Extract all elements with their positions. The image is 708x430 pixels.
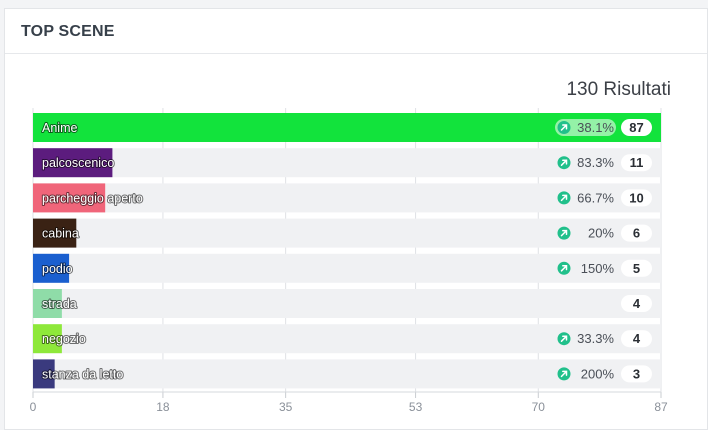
bar-row[interactable]: cabina 6 20%	[33, 218, 661, 248]
bar-track	[33, 218, 661, 248]
count-badge	[621, 330, 652, 348]
change-percent: 66.7%	[577, 190, 614, 205]
count-badge	[621, 189, 652, 207]
bar-row[interactable]: negozio 4 33.3%	[33, 324, 661, 354]
bar-track	[33, 148, 661, 178]
bar-row[interactable]: parcheggio aperto 10 66.7%	[33, 183, 661, 213]
bar-value-label: 4	[633, 331, 641, 346]
change-percent: 200%	[581, 366, 615, 381]
results-count: 130 Risultati	[566, 79, 671, 100]
x-tick-label: 18	[156, 400, 170, 414]
change-percent: 20%	[588, 226, 614, 241]
x-tick-label: 87	[654, 400, 668, 414]
bar[interactable]	[33, 253, 70, 283]
trend-arrow	[560, 194, 568, 202]
bar-value-label: 5	[633, 261, 640, 276]
bar-value-label: 4	[633, 296, 641, 311]
bar-category-label: palcoscenico	[42, 156, 114, 170]
bar-track	[33, 253, 661, 283]
bar-category-label: cabina	[42, 227, 79, 241]
bar-category-label: parcheggio aperto	[42, 191, 143, 205]
count-badge	[621, 259, 652, 277]
bar-track	[33, 289, 661, 318]
count-badge	[621, 365, 652, 383]
bar-value-label: 10	[629, 190, 643, 205]
trend-arrow	[560, 124, 568, 131]
bar-value-label: 3	[633, 366, 640, 381]
x-tick-label: 53	[409, 400, 423, 414]
bar-category-label: negozio	[42, 332, 86, 346]
card-header: TOP SCENE	[5, 9, 707, 54]
bar[interactable]	[33, 183, 106, 213]
bar-row[interactable]: strada 4	[33, 289, 661, 318]
bar-row[interactable]: palcoscenico 11 83.3%	[33, 148, 661, 178]
bar-category-label: podio	[42, 262, 73, 276]
trend-arrow	[560, 265, 568, 272]
bar[interactable]	[33, 359, 55, 389]
trend-arrow	[560, 159, 568, 166]
trend-arrow	[560, 370, 568, 378]
bar-track	[33, 183, 661, 213]
trend-arrow	[560, 335, 568, 342]
count-badge	[621, 119, 652, 136]
bar[interactable]	[33, 289, 62, 318]
bar-row[interactable]: Anime 87 38.1%	[33, 113, 661, 142]
bar-category-label: strada	[42, 297, 77, 311]
bar-row[interactable]: stanza da letto 3 200%	[33, 359, 661, 389]
trend-arrow	[560, 229, 568, 237]
count-badge	[621, 154, 652, 172]
bar-row[interactable]: podio 5 150%	[33, 253, 661, 283]
x-tick-label: 35	[279, 400, 293, 414]
bar-track	[33, 359, 661, 389]
change-percent: 38.1%	[577, 120, 614, 135]
bar-value-label: 11	[630, 155, 644, 170]
bar-track	[33, 324, 661, 354]
bar-category-label: stanza da letto	[42, 367, 123, 381]
change-percent: 83.3%	[577, 155, 614, 170]
bar[interactable]	[33, 148, 113, 178]
count-badge	[621, 224, 652, 242]
bar[interactable]	[33, 218, 77, 248]
change-percent: 150%	[581, 261, 615, 276]
change-percent: 33.3%	[577, 331, 614, 346]
bar-value-label: 87	[629, 120, 643, 135]
bar-category-label: Anime	[42, 121, 77, 135]
x-tick-label: 70	[532, 400, 546, 414]
change-pill	[555, 119, 616, 136]
card-title: TOP SCENE	[21, 23, 115, 40]
bar-value-label: 6	[633, 226, 640, 241]
bar[interactable]	[33, 324, 62, 354]
x-tick-label: 0	[30, 400, 37, 414]
count-badge	[621, 295, 652, 312]
